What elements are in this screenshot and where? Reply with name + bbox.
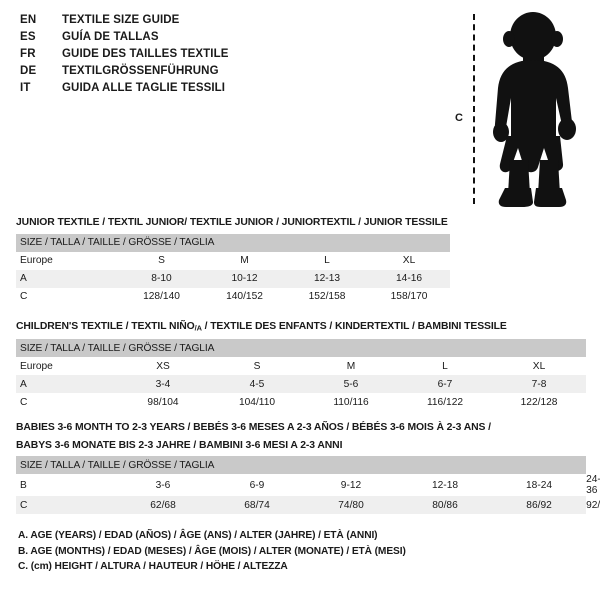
table-row: C 98/104 104/110 110/116 116/122 122/128 [16, 393, 587, 412]
language-code-en: EN [20, 14, 37, 26]
toddler-silhouette-icon [493, 12, 576, 207]
cell-size: M [346, 360, 356, 372]
cell-age: 8-10 [151, 273, 172, 284]
height-marker-label: C [455, 112, 463, 124]
table-row: Europe S M L XL [16, 251, 451, 270]
language-title-it: GUIDA ALLE TAGLIE TESSILI [62, 82, 226, 94]
cell-age: 12-13 [313, 273, 341, 284]
cell-height: 158/170 [390, 291, 428, 302]
cell-age: 3-4 [155, 378, 171, 390]
table-junior-band-label: SIZE / TALLA / TAILLE / GRÖSSE / TAGLIA [16, 233, 451, 252]
table-childrens-textile: SIZE / TALLA / TAILLE / GRÖSSE / TAGLIA … [16, 339, 587, 412]
table-row: A 3-4 4-5 5-6 6-7 7-8 [16, 375, 587, 394]
section-title-babies-line1: BABIES 3-6 MONTH TO 2-3 YEARS / BEBÉS 3-… [16, 422, 491, 433]
cell-height: 104/110 [238, 396, 276, 408]
row-label-c: C [20, 499, 28, 511]
table-babies-textile: SIZE / TALLA / TAILLE / GRÖSSE / TAGLIA … [16, 456, 600, 514]
language-title-block: EN TEXTILE SIZE GUIDE ES GUÍA DE TALLAS … [20, 14, 229, 99]
section-title-childrens-post: / TEXTILE DES ENFANTS / KINDERTEXTIL / B… [201, 321, 507, 332]
cell-height: 80/86 [432, 499, 458, 511]
cell-height: 74/80 [338, 499, 364, 511]
cell-age-months: 3-6 [155, 479, 171, 491]
cell-height: 122/128 [520, 396, 558, 408]
cell-size: S [158, 255, 165, 266]
cell-size: M [240, 255, 249, 266]
cell-height: 62/68 [150, 499, 176, 511]
language-code-fr: FR [20, 48, 36, 60]
row-label-a: A [20, 273, 27, 284]
table-junior-band-row: SIZE / TALLA / TAILLE / GRÖSSE / TAGLIA [16, 233, 451, 252]
section-title-babies-line2: BABYS 3-6 MONATE BIS 2-3 JAHRE / BAMBINI… [16, 439, 343, 451]
height-dashed-line [473, 14, 475, 204]
cell-age: 5-6 [343, 378, 359, 390]
cell-height: 68/74 [244, 499, 270, 511]
cell-size: L [324, 255, 330, 266]
cell-age: 7-8 [531, 378, 547, 390]
table-row: C 128/140 140/152 152/158 158/170 [16, 287, 451, 306]
legend-note-a: A. AGE (YEARS) / EDAD (AÑOS) / ÂGE (ANS)… [18, 530, 378, 541]
language-row-fr: FR GUIDE DES TAILLES TEXTILE [20, 48, 229, 65]
row-label-a: A [20, 378, 27, 390]
language-code-de: DE [20, 65, 37, 77]
section-babies-textile: BABIES 3-6 MONTH TO 2-3 YEARS / BEBÉS 3-… [16, 421, 600, 514]
cell-age: 14-16 [396, 273, 423, 284]
section-title-childrens-sup: /A [194, 323, 202, 333]
table-junior-textile: SIZE / TALLA / TAILLE / GRÖSSE / TAGLIA … [16, 233, 451, 306]
table-row: C 62/68 68/74 74/80 80/86 86/92 92/98 [16, 496, 600, 514]
cell-age-months: 6-9 [249, 479, 265, 491]
table-row: B 3-6 6-9 9-12 12-18 18-24 24-36 [16, 474, 600, 496]
cell-age: 6-7 [437, 378, 453, 390]
cell-age: 4-5 [249, 378, 265, 390]
cell-height: 116/122 [426, 396, 464, 408]
table-babies-band-label: SIZE / TALLA / TAILLE / GRÖSSE / TAGLIA [16, 456, 587, 474]
language-row-en: EN TEXTILE SIZE GUIDE [20, 14, 229, 31]
cell-height: 98/104 [147, 396, 179, 408]
language-row-de: DE TEXTILGRÖSSENFÜHRUNG [20, 65, 229, 82]
cell-size: L [442, 360, 448, 372]
cell-age: 10-12 [231, 273, 258, 284]
cell-height: 140/152 [226, 291, 263, 302]
legend-note-b: B. AGE (MONTHS) / EDAD (MESES) / ÂGE (MO… [18, 545, 406, 557]
language-title-en: TEXTILE SIZE GUIDE [62, 14, 180, 26]
table-childrens-band-row: SIZE / TALLA / TAILLE / GRÖSSE / TAGLIA [16, 339, 587, 358]
cell-size: XL [532, 360, 546, 372]
row-label-c: C [20, 396, 28, 408]
language-code-es: ES [20, 31, 36, 43]
row-label-b: B [20, 479, 27, 491]
language-title-es: GUÍA DE TALLAS [62, 31, 159, 43]
cell-height: 128/140 [143, 291, 180, 302]
section-title-junior: JUNIOR TEXTILE / TEXTIL JUNIOR/ TEXTILE … [16, 217, 448, 228]
section-junior-textile: JUNIOR TEXTILE / TEXTIL JUNIOR/ TEXTILE … [16, 216, 451, 306]
table-row: A 8-10 10-12 12-13 14-16 [16, 269, 451, 288]
table-childrens-band-label: SIZE / TALLA / TAILLE / GRÖSSE / TAGLIA [16, 339, 587, 358]
legend-note-c: C. (cm) HEIGHT / ALTURA / HAUTEUR / HÖHE… [18, 561, 288, 572]
cell-height: 86/92 [526, 499, 552, 511]
cell-age-months: 9-12 [340, 479, 362, 491]
height-measurement-figure: C [450, 8, 595, 208]
cell-age-months: 18-24 [526, 479, 553, 491]
cell-size: XS [156, 360, 170, 372]
legend-notes: A. AGE (YEARS) / EDAD (AÑOS) / ÂGE (ANS)… [18, 528, 406, 575]
language-title-de: TEXTILGRÖSSENFÜHRUNG [62, 65, 219, 77]
section-childrens-textile: CHILDREN'S TEXTILE / TEXTIL NIÑO/A / TEX… [16, 320, 587, 412]
table-row: Europe XS S M L XL [16, 357, 587, 376]
cell-height: 110/116 [333, 396, 369, 408]
cell-height: 152/158 [308, 291, 346, 302]
section-title-childrens: CHILDREN'S TEXTILE / TEXTIL NIÑO/A / TEX… [16, 320, 586, 335]
table-babies-band-row: SIZE / TALLA / TAILLE / GRÖSSE / TAGLIA [16, 456, 587, 474]
cell-size: XL [402, 255, 416, 266]
section-title-childrens-pre: CHILDREN'S TEXTILE / TEXTIL NIÑO [16, 321, 195, 332]
row-label-europe: Europe [20, 360, 53, 372]
cell-age-months: 12-18 [431, 479, 459, 491]
cell-size: S [253, 360, 261, 372]
language-row-it: IT GUIDA ALLE TAGLIE TESSILI [20, 82, 229, 99]
language-row-es: ES GUÍA DE TALLAS [20, 31, 229, 48]
row-label-c: C [20, 291, 28, 302]
row-label-europe: Europe [20, 255, 53, 266]
language-code-it: IT [20, 82, 31, 94]
language-title-fr: GUIDE DES TAILLES TEXTILE [62, 48, 229, 60]
